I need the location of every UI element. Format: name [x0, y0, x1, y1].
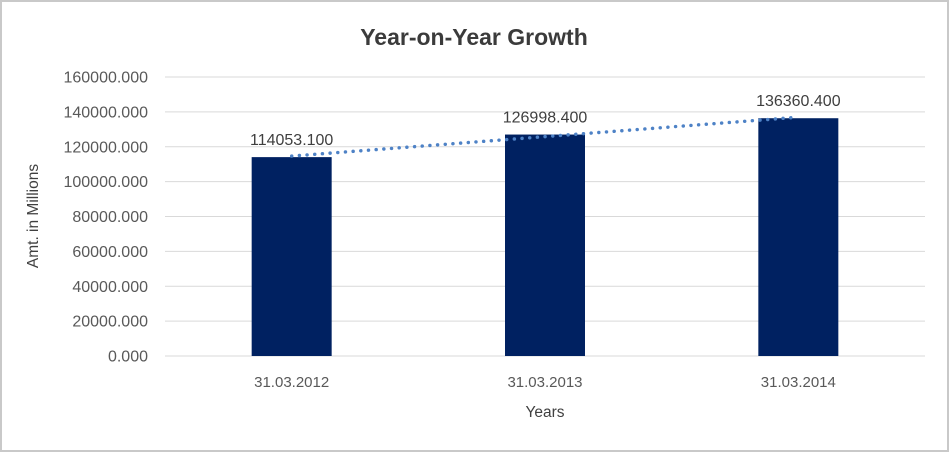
y-tick-label: 20000.000: [72, 314, 148, 331]
y-tick-label: 40000.000: [72, 279, 148, 296]
bars-layer: [251, 118, 839, 356]
bar: [758, 118, 839, 356]
bar: [251, 157, 332, 356]
y-tick-label: 140000.000: [63, 104, 148, 121]
y-axis-title: Amt. in Millions: [25, 164, 42, 268]
x-tick-label: 31.03.2014: [761, 374, 836, 391]
linear-trendline: [289, 115, 801, 158]
y-tick-label: 60000.000: [72, 244, 148, 261]
x-tick-label: 31.03.2012: [254, 374, 329, 391]
bar-data-label: 114053.100: [250, 132, 333, 149]
y-tick-label: 160000.000: [63, 70, 148, 87]
y-tick-label: 0.000: [108, 349, 148, 366]
bar-data-label: 126998.400: [503, 110, 588, 127]
x-axis-title: Years: [525, 404, 564, 421]
x-tick-label: 31.03.2013: [507, 374, 582, 391]
chart-title: Year-on-Year Growth: [360, 24, 588, 50]
y-tick-label: 80000.000: [72, 209, 148, 226]
y-tick-label: 100000.000: [63, 174, 148, 191]
y-tick-label: 120000.000: [63, 139, 148, 156]
trendline-layer: [289, 115, 801, 158]
bar-data-label: 136360.400: [756, 93, 841, 110]
bar: [505, 134, 585, 356]
labels-layer: 0.000 20000.000 40000.000 60000.000 80000.00…: [63, 70, 840, 392]
